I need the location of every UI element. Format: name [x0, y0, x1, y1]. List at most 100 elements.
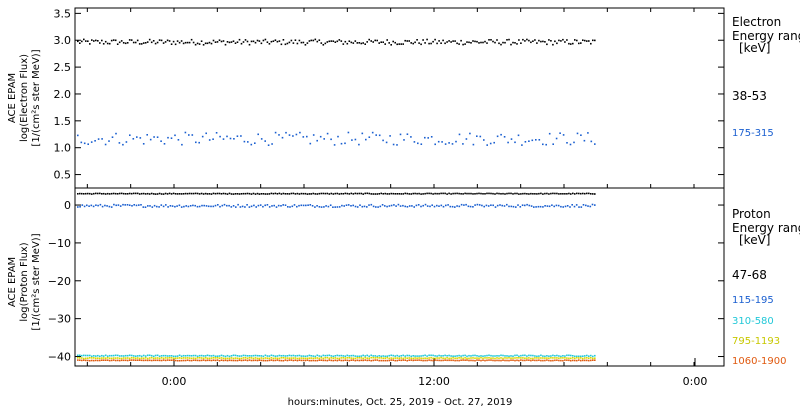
- proton-point-795-1193: [180, 357, 183, 359]
- proton-point-1060-1900: [548, 359, 550, 362]
- proton-point-47-68: [288, 193, 291, 195]
- proton-point-1060-1900: [414, 359, 416, 361]
- electron-point-38-53: [360, 42, 363, 45]
- x-axis: 0:00 12:00 0:00: [86, 8, 707, 388]
- proton-point-310-580: [186, 354, 189, 357]
- proton-point-310-580: [166, 355, 169, 357]
- electron-point-175-315: [358, 143, 360, 146]
- proton-point-1060-1900: [146, 359, 149, 362]
- proton-point-310-580: [482, 355, 484, 357]
- electron-point-38-53: [448, 40, 450, 42]
- proton-point-1060-1900: [274, 359, 277, 362]
- proton-point-795-1193: [506, 357, 508, 359]
- x-axis-label: hours:minutes, Oct. 25, 2019 - Oct. 27, …: [288, 397, 513, 408]
- proton-point-115-195: [264, 204, 266, 207]
- proton-point-795-1193: [354, 357, 357, 360]
- proton-point-47-68: [396, 193, 398, 195]
- proton-point-310-580: [464, 354, 466, 357]
- proton-point-115-195: [564, 205, 567, 208]
- proton-point-310-580: [328, 354, 331, 357]
- proton-point-1060-1900: [402, 359, 404, 361]
- proton-point-1060-1900: [244, 359, 247, 361]
- proton-point-115-195: [415, 204, 418, 207]
- electron-ylabel-line3: [1/(cm²s ster MeV)]: [31, 49, 42, 146]
- proton-point-1060-1900: [580, 359, 582, 362]
- proton-point-310-580: [362, 354, 364, 357]
- proton-legend-item-47-68: 47-68: [732, 268, 767, 282]
- electron-point-38-53: [320, 42, 323, 44]
- electron-legend-title-3: [keV]: [739, 41, 770, 55]
- electron-point-175-315: [83, 142, 86, 145]
- proton-point-795-1193: [230, 357, 233, 359]
- proton-point-310-580: [110, 354, 113, 357]
- proton-point-795-1193: [476, 357, 478, 359]
- proton-point-47-68: [170, 193, 173, 195]
- electron-point-38-53: [590, 42, 592, 45]
- proton-point-47-68: [106, 192, 109, 195]
- electron-point-38-53: [234, 42, 237, 44]
- electron-point-38-53: [428, 42, 430, 45]
- electron-point-38-53: [580, 42, 582, 44]
- proton-point-1060-1900: [172, 359, 175, 361]
- proton-point-115-195: [585, 204, 587, 207]
- proton-point-47-68: [464, 192, 466, 195]
- proton-point-47-68: [222, 192, 225, 195]
- electron-point-38-53: [87, 40, 89, 42]
- proton-point-795-1193: [468, 357, 470, 360]
- proton-point-115-195: [235, 206, 237, 208]
- electron-legend-title-1: Electron: [732, 15, 781, 29]
- proton-point-1060-1900: [324, 359, 327, 362]
- proton-point-1060-1900: [556, 359, 558, 361]
- proton-point-795-1193: [302, 357, 305, 359]
- proton-point-310-580: [442, 355, 444, 357]
- electron-point-38-53: [564, 41, 566, 43]
- proton-point-795-1193: [412, 357, 414, 360]
- electron-point-38-53: [374, 39, 376, 42]
- proton-point-1060-1900: [326, 359, 329, 362]
- proton-point-310-580: [332, 355, 335, 358]
- proton-point-115-195: [510, 205, 513, 208]
- proton-point-795-1193: [262, 357, 265, 360]
- electron-point-38-53: [312, 39, 315, 42]
- proton-point-1060-1900: [304, 359, 307, 362]
- proton-point-310-580: [566, 354, 568, 357]
- electron-point-175-315: [299, 131, 301, 134]
- proton-point-1060-1900: [464, 359, 466, 361]
- proton-point-115-195: [309, 204, 312, 206]
- proton-point-47-68: [592, 193, 594, 195]
- electron-point-38-53: [420, 43, 422, 46]
- proton-point-47-68: [85, 192, 87, 195]
- proton-point-310-580: [346, 354, 349, 357]
- electron-point-38-53: [572, 42, 574, 45]
- electron-point-38-53: [438, 40, 440, 42]
- proton-point-795-1193: [140, 357, 143, 359]
- proton-point-115-195: [420, 205, 422, 208]
- proton-point-115-195: [90, 204, 93, 207]
- electron-point-38-53: [410, 42, 412, 44]
- proton-point-47-68: [518, 193, 520, 195]
- electron-point-38-53: [440, 42, 442, 44]
- proton-point-310-580: [298, 354, 301, 357]
- proton-point-310-580: [408, 354, 410, 357]
- proton-point-310-580: [388, 354, 390, 357]
- proton-point-115-195: [86, 204, 88, 207]
- proton-point-115-195: [185, 205, 187, 207]
- electron-y-axis: 3.53.02.52.01.51.00.5: [54, 7, 724, 182]
- electron-point-38-53: [332, 40, 335, 42]
- proton-point-1060-1900: [320, 359, 323, 361]
- proton-point-1060-1900: [398, 359, 400, 361]
- electron-point-38-53: [538, 39, 540, 42]
- proton-point-1060-1900: [354, 359, 357, 362]
- proton-point-47-68: [520, 193, 522, 195]
- proton-point-1060-1900: [322, 359, 325, 362]
- proton-point-795-1193: [308, 357, 311, 359]
- proton-point-1060-1900: [452, 359, 454, 362]
- proton-point-795-1193: [186, 357, 189, 359]
- electron-point-38-53: [280, 43, 283, 46]
- proton-point-1060-1900: [456, 359, 458, 362]
- proton-point-1060-1900: [470, 359, 472, 362]
- electron-point-175-315: [344, 142, 346, 145]
- electron-point-38-53: [150, 41, 153, 44]
- proton-point-115-195: [463, 204, 465, 206]
- electron-point-38-53: [558, 39, 560, 42]
